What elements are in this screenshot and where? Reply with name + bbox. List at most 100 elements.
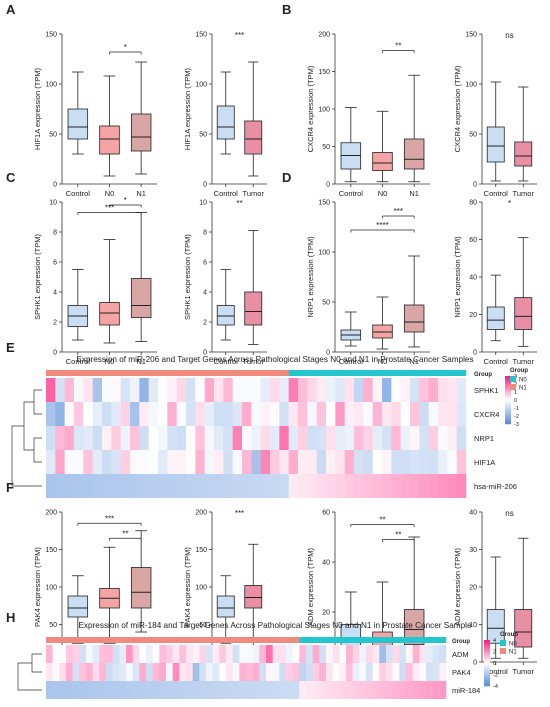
heatmap-cell [152, 681, 160, 699]
iqr-box [130, 278, 152, 318]
x-tick-label: Tumor [513, 357, 535, 366]
colorbar-tick-label: -3 [514, 422, 519, 428]
heatmap-cell [139, 681, 147, 699]
heatmap-cell [186, 402, 196, 426]
heatmap-cell [279, 681, 287, 699]
heatmap-cell [456, 402, 467, 426]
group-annotation-cell [270, 370, 280, 376]
row-dendrogram [11, 389, 42, 487]
heatmap-cell [152, 663, 160, 681]
heatmap-cell [438, 402, 448, 426]
heatmap-cell [120, 426, 131, 450]
heatmap-cell [242, 378, 252, 402]
y-tick-label: 50 [322, 300, 330, 307]
heatmap-cell [148, 402, 159, 426]
colorbar-step [505, 402, 511, 405]
x-tick-label: Control [484, 357, 509, 366]
heatmap-cell [428, 450, 439, 474]
group-annotation-cell [316, 370, 327, 376]
group-annotation-cell [326, 370, 336, 376]
heatmap-title: Expression of miR-206 and Target Genes A… [76, 355, 473, 364]
significance-label: ns [505, 31, 513, 40]
heatmap-cell [195, 378, 205, 402]
heatmap-cell [130, 474, 140, 498]
colorbar-tick-label: -2 [514, 414, 519, 420]
group-annotation-cell [298, 370, 308, 376]
significance-label: ns [505, 509, 513, 518]
y-tick-label: 100 [45, 585, 57, 592]
colorbar-step [484, 684, 490, 687]
group-annotation-cell [176, 370, 187, 376]
iqr-box [244, 120, 263, 155]
group-annotation-cell [259, 637, 267, 643]
heatmap-cell [99, 663, 107, 681]
iqr-box [403, 138, 425, 170]
colorbar-step [484, 682, 490, 685]
heatmap-cell [74, 378, 84, 402]
heatmap-cell [372, 645, 380, 663]
colorbar-step [505, 394, 511, 397]
heatmap-cell [326, 378, 336, 402]
dendrogram-branch [33, 389, 42, 415]
heatmap-cell [158, 474, 168, 498]
heatmap-cell [344, 474, 355, 498]
colorbar-step [484, 649, 490, 652]
heatmap-cell [419, 450, 429, 474]
colorbar-step [484, 664, 490, 668]
heatmap-cell [307, 426, 317, 450]
significance-label: *** [235, 509, 244, 518]
heatmap-cell [410, 426, 420, 450]
heatmap-cell [167, 378, 177, 402]
box-tumor [514, 86, 533, 182]
y-tick-label: 60 [469, 237, 477, 244]
box-control [216, 269, 235, 341]
box-tumor [244, 230, 263, 345]
colorbar-step [505, 422, 511, 425]
y-tick-label: 10 [469, 622, 477, 629]
heatmap-cell [119, 681, 127, 699]
y-tick-label: 50 [199, 132, 207, 139]
heatmap-cell [298, 426, 308, 450]
group-annotation-cell [400, 370, 411, 376]
y-tick-label: 150 [45, 32, 57, 39]
heatmap-cell [126, 681, 133, 699]
heatmap-cell [412, 663, 420, 681]
colorbar-step [505, 414, 511, 417]
heatmap-cell [176, 450, 187, 474]
heatmap-cell [259, 645, 267, 663]
x-tick-label: N0 [378, 357, 388, 366]
heatmap-cell [86, 645, 93, 663]
significance-bracket: ** [109, 529, 142, 541]
heatmap-cell [246, 663, 253, 681]
heatmap-cell [86, 663, 93, 681]
heatmap-cell [439, 663, 447, 681]
box-control [486, 81, 505, 182]
group-annotation-cell [120, 370, 131, 376]
group-annotation-cell [339, 637, 347, 643]
heatmap-cell [307, 474, 317, 498]
heatmap-cell [146, 645, 153, 663]
heatmap-cell [410, 402, 420, 426]
heatmap-cell [64, 450, 75, 474]
heatmap-cell [392, 681, 400, 699]
significance-bracket: **** [350, 221, 415, 233]
x-tick-label: Tumor [243, 357, 265, 366]
heatmap-cell [363, 426, 373, 450]
heatmap-cell [316, 402, 327, 426]
heatmap-cell [382, 474, 392, 498]
heatmap-cell [130, 378, 140, 402]
significance-bracket: *** [77, 514, 142, 526]
heatmap-cell [312, 663, 320, 681]
iqr-box [67, 595, 89, 618]
colorbar-tick-label: 1 [514, 390, 517, 396]
heatmap-cell [92, 402, 103, 426]
colorbar-step [484, 657, 490, 660]
heatmap-cell [339, 663, 347, 681]
heatmap-cell [120, 474, 131, 498]
group-annotation-cell [279, 637, 287, 643]
group-annotation-cell [286, 637, 293, 643]
y-tick-label: 4 [203, 290, 207, 297]
heatmap-cell [66, 681, 73, 699]
heatmap-cell [279, 474, 289, 498]
group-annotation-cell [352, 637, 360, 643]
